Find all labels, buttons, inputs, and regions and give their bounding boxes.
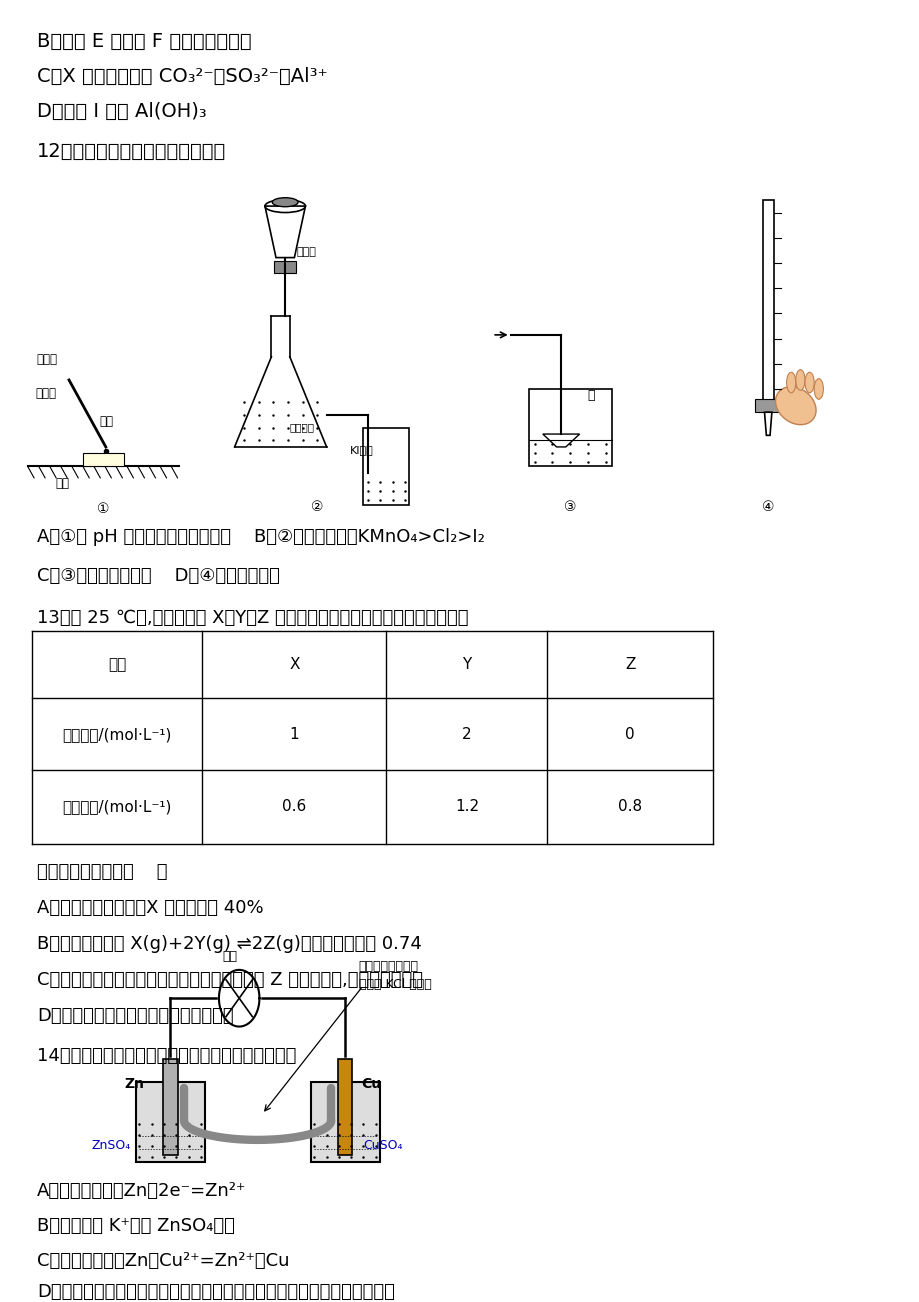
Text: 下列说法错误的是（    ）: 下列说法错误的是（ ） — [37, 863, 167, 881]
Bar — [83, 453, 124, 466]
Ellipse shape — [813, 379, 823, 400]
Ellipse shape — [786, 372, 795, 393]
Text: 12、下列装置或实验操作正确的是: 12、下列装置或实验操作正确的是 — [37, 142, 226, 160]
Text: 的饱和 KCl 溶液）: 的饱和 KCl 溶液） — [358, 978, 431, 991]
Text: ②: ② — [311, 500, 323, 514]
Text: 平衡浓度/(mol·L⁻¹): 平衡浓度/(mol·L⁻¹) — [62, 799, 172, 815]
Bar — [274, 262, 296, 273]
Bar — [762, 199, 773, 402]
Bar — [528, 389, 611, 466]
Text: 1.2: 1.2 — [454, 799, 479, 815]
Text: 高锰酸钾: 高锰酸钾 — [289, 422, 314, 432]
Ellipse shape — [775, 387, 815, 424]
Bar — [337, 1059, 352, 1155]
Bar — [363, 427, 409, 505]
Text: Z: Z — [624, 658, 635, 672]
Text: A．①用 pH 试纸测某溶液的酸碱性    B．②探究氧化性：KMnO₄>Cl₂>I₂: A．①用 pH 试纸测某溶液的酸碱性 B．②探究氧化性：KMnO₄>Cl₂>I₂ — [37, 529, 484, 546]
Text: ZnSO₄: ZnSO₄ — [92, 1139, 131, 1152]
Text: 待测液: 待测液 — [35, 387, 56, 400]
Text: ①: ① — [96, 501, 109, 516]
Text: 桌面: 桌面 — [55, 477, 69, 490]
Text: B．反应可表示为 X(g)+2Y(g) ⇌2Z(g)，其平衡常数为 0.74: B．反应可表示为 X(g)+2Y(g) ⇌2Z(g)，其平衡常数为 0.74 — [37, 935, 421, 953]
Bar — [136, 1082, 204, 1161]
Text: 物质: 物质 — [108, 658, 126, 672]
Ellipse shape — [795, 370, 804, 391]
Text: Zn: Zn — [124, 1077, 144, 1091]
Text: 13、在 25 ℃，,密闭容器中 X、Y、Z 三种气体的初始浓度和平衡浓度如下表：: 13、在 25 ℃，,密闭容器中 X、Y、Z 三种气体的初始浓度和平衡浓度如下表… — [37, 609, 468, 628]
Text: ③: ③ — [563, 500, 576, 514]
Text: 试纸: 试纸 — [99, 415, 113, 428]
Text: 玻璃棒: 玻璃棒 — [37, 353, 58, 366]
Text: B．盐桥中的 K⁺移向 ZnSO₄溶液: B．盐桥中的 K⁺移向 ZnSO₄溶液 — [37, 1217, 234, 1236]
Text: C．电池反应为：Zn＋Cu²⁺=Zn²⁺＋Cu: C．电池反应为：Zn＋Cu²⁺=Zn²⁺＋Cu — [37, 1253, 289, 1269]
Text: 灯泡: 灯泡 — [222, 949, 237, 962]
Text: 1: 1 — [289, 727, 299, 742]
Text: Cu: Cu — [361, 1077, 381, 1091]
Text: A．正极反应为：Zn－2e⁻=Zn²⁺: A．正极反应为：Zn－2e⁻=Zn²⁺ — [37, 1182, 246, 1200]
Bar — [311, 1082, 380, 1161]
Text: Y: Y — [461, 658, 471, 672]
Bar — [163, 1059, 177, 1155]
Text: KI溶液: KI溶液 — [349, 445, 373, 456]
Ellipse shape — [804, 372, 813, 393]
Text: B．溶液 E 和气体 F 能发生化学反应: B．溶液 E 和气体 F 能发生化学反应 — [37, 33, 251, 51]
Text: C．X 中肯定不存在 CO₃²⁻、SO₃²⁻、Al³⁺: C．X 中肯定不存在 CO₃²⁻、SO₃²⁻、Al³⁺ — [37, 66, 327, 86]
Text: 2: 2 — [461, 727, 471, 742]
Text: 浓盐酸: 浓盐酸 — [296, 247, 316, 256]
Text: C．③吸收氨气制氨水    D．④中和滴定实验: C．③吸收氨气制氨水 D．④中和滴定实验 — [37, 566, 279, 585]
Text: 0.6: 0.6 — [282, 799, 306, 815]
Text: 0.8: 0.8 — [618, 799, 641, 815]
Text: 水: 水 — [586, 389, 594, 402]
Text: A．反应达到平衡时，X 的转化率为 40%: A．反应达到平衡时，X 的转化率为 40% — [37, 900, 263, 917]
Ellipse shape — [272, 198, 298, 207]
Text: 0: 0 — [625, 727, 634, 742]
Text: 初始浓度/(mol·L⁻¹): 初始浓度/(mol·L⁻¹) — [62, 727, 172, 742]
Bar — [754, 400, 780, 413]
Text: 盐桥（装有含琼脂: 盐桥（装有含琼脂 — [358, 960, 418, 973]
Text: 14、铜锌原电池（如图）工作时，下列叙述正确的是: 14、铜锌原电池（如图）工作时，下列叙述正确的是 — [37, 1047, 296, 1065]
Text: CuSO₄: CuSO₄ — [363, 1139, 403, 1152]
Text: X: X — [289, 658, 300, 672]
Text: D．沉淀 I 只有 Al(OH)₃: D．沉淀 I 只有 Al(OH)₃ — [37, 102, 206, 121]
Text: D．在外电路中，电子从负极流向正极；在电池内部，电子从正极流向负极: D．在外电路中，电子从负极流向正极；在电池内部，电子从正极流向负极 — [37, 1282, 394, 1301]
Text: C．其它条件不变时，增大压强能使平衡向生成 Z 的方向移动,平衡常数也增大: C．其它条件不变时，增大压强能使平衡向生成 Z 的方向移动,平衡常数也增大 — [37, 971, 423, 990]
Text: ④: ④ — [761, 500, 774, 514]
Text: D．改变温度可以改变此反应的平衡常数: D．改变温度可以改变此反应的平衡常数 — [37, 1008, 233, 1025]
